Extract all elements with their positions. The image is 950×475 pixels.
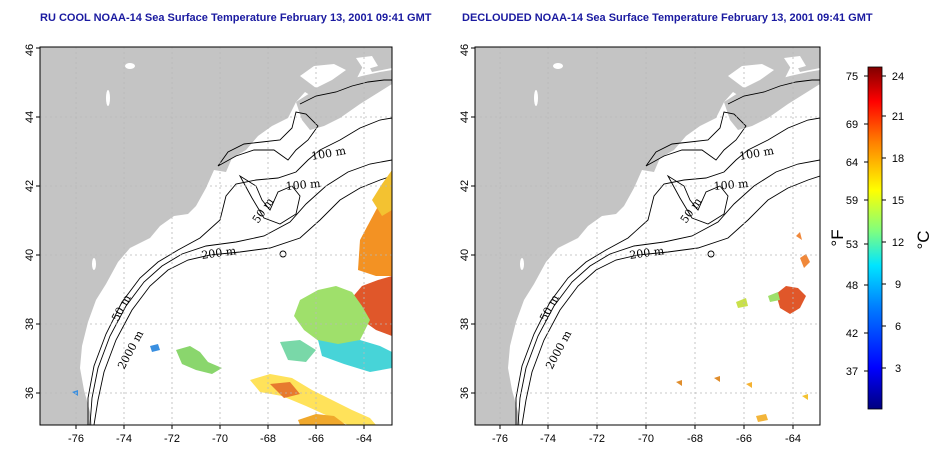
celsius-tick-label: 9: [895, 279, 901, 291]
celsius-ticks: 24 21 18 15 12 9 6 3: [882, 71, 904, 375]
y-axis: 36 38 40 42 44 46: [24, 44, 40, 399]
x-tick-label: -72: [589, 433, 605, 445]
x-tick-label: -72: [164, 433, 180, 445]
land-mass: [40, 47, 392, 425]
lake: [92, 258, 96, 270]
y-tick-label: 36: [24, 387, 36, 399]
map-frame: [474, 46, 821, 426]
sst-raw-data: [72, 170, 392, 425]
contour-label: 100 m: [738, 144, 775, 163]
fahrenheit-unit-label: °F: [828, 229, 847, 246]
water-inlet: [728, 64, 774, 88]
x-tick-label: -66: [308, 433, 324, 445]
x-tick-label: -70: [212, 433, 228, 445]
seamount-contour: [707, 250, 715, 258]
contour-shelf: [299, 79, 392, 105]
fahrenheit-tick-label: 64: [846, 157, 858, 169]
contour-50m: [238, 174, 301, 225]
map-frame: [39, 46, 393, 426]
y-axis: 36 38 40 42 44 46: [459, 44, 475, 399]
lake: [125, 63, 135, 69]
fahrenheit-tick-label: 37: [846, 366, 858, 378]
lake: [553, 63, 563, 69]
y-tick-label: 46: [459, 44, 471, 56]
celsius-tick-label: 3: [895, 363, 901, 375]
x-tick-label: -64: [356, 433, 372, 445]
panel-title: DECLOUDED NOAA-14 Sea Surface Temperatur…: [462, 12, 873, 24]
fahrenheit-tick-label: 42: [846, 328, 858, 340]
x-tick-label: -74: [540, 433, 556, 445]
fahrenheit-tick-label: 53: [846, 239, 858, 251]
map-panel-raw: RU COOL NOAA-14 Sea Surface Temperature …: [24, 12, 432, 445]
colorbar: 75 69 64 59 53 48 42 37 24 21 18 15 12 9…: [828, 66, 933, 410]
lake: [534, 90, 538, 106]
fahrenheit-tick-label: 69: [846, 119, 858, 131]
fahrenheit-tick-label: 59: [846, 195, 858, 207]
x-tick-label: -64: [785, 433, 801, 445]
lake: [106, 90, 110, 106]
celsius-tick-label: 6: [895, 321, 901, 333]
graticule: [475, 47, 820, 425]
y-tick-label: 44: [459, 111, 471, 123]
contour-label: 200 m: [629, 244, 666, 262]
y-tick-label: 38: [24, 318, 36, 330]
fahrenheit-tick-label: 48: [846, 280, 858, 292]
fahrenheit-tick-label: 75: [846, 71, 858, 83]
celsius-tick-label: 18: [892, 153, 904, 165]
y-tick-label: 36: [459, 387, 471, 399]
map-content: 100 m 100 m 50 m 200 m 50 m 2000 m: [475, 47, 820, 425]
contour-200m: [517, 159, 820, 425]
contour-100m-gulf: [217, 111, 319, 167]
contour-200m: [89, 159, 392, 425]
celsius-tick-label: 24: [892, 71, 904, 83]
x-tick-label: -68: [260, 433, 276, 445]
contour-label: 200 m: [201, 244, 238, 262]
x-tick-label: -68: [687, 433, 703, 445]
celsius-unit-label: °C: [914, 230, 933, 249]
map-content: 100 m 100 m 50 m 200 m 50 m 2000 m: [40, 47, 392, 425]
contour-50m: [666, 174, 729, 225]
contour-100m-gulf: [645, 111, 747, 167]
fahrenheit-ticks: 75 69 64 59 53 48 42 37: [846, 71, 868, 378]
contour-100m: [87, 117, 392, 425]
map-panel-declouded: DECLOUDED NOAA-14 Sea Surface Temperatur…: [459, 12, 873, 445]
lake: [520, 258, 524, 270]
contour-label: 100 m: [285, 177, 321, 193]
graticule: [40, 47, 392, 425]
x-tick-label: -76: [492, 433, 508, 445]
y-tick-label: 40: [459, 249, 471, 261]
celsius-tick-label: 12: [892, 237, 904, 249]
panel-title: RU COOL NOAA-14 Sea Surface Temperature …: [40, 12, 432, 24]
water-inlet: [300, 64, 346, 88]
x-axis: -76 -74 -72 -70 -68 -66 -64: [68, 425, 372, 445]
nova-scotia: [296, 70, 392, 130]
colorbar-gradient: [867, 66, 883, 410]
nova-scotia: [724, 70, 820, 130]
x-tick-label: -70: [638, 433, 654, 445]
contour-shelf: [727, 79, 820, 105]
water-inlet: [356, 56, 378, 70]
contour-label: 100 m: [310, 144, 347, 163]
y-tick-label: 38: [459, 318, 471, 330]
y-tick-label: 46: [24, 44, 36, 56]
x-tick-label: -76: [68, 433, 84, 445]
y-tick-label: 40: [24, 249, 36, 261]
contour-2000m: [521, 175, 820, 425]
sst-declouded-data: [676, 232, 810, 422]
seamount-contour: [279, 250, 287, 258]
land-mass: [475, 47, 820, 425]
celsius-tick-label: 21: [892, 111, 904, 123]
water-inlet: [784, 56, 806, 70]
y-tick-label: 42: [24, 180, 36, 192]
x-tick-label: -66: [736, 433, 752, 445]
contour-label: 100 m: [713, 177, 749, 193]
celsius-tick-label: 15: [892, 195, 904, 207]
x-axis: -76 -74 -72 -70 -68 -66 -64: [492, 425, 801, 445]
y-tick-label: 44: [24, 111, 36, 123]
y-tick-label: 42: [459, 180, 471, 192]
x-tick-label: -74: [116, 433, 132, 445]
contour-100m: [515, 117, 820, 425]
